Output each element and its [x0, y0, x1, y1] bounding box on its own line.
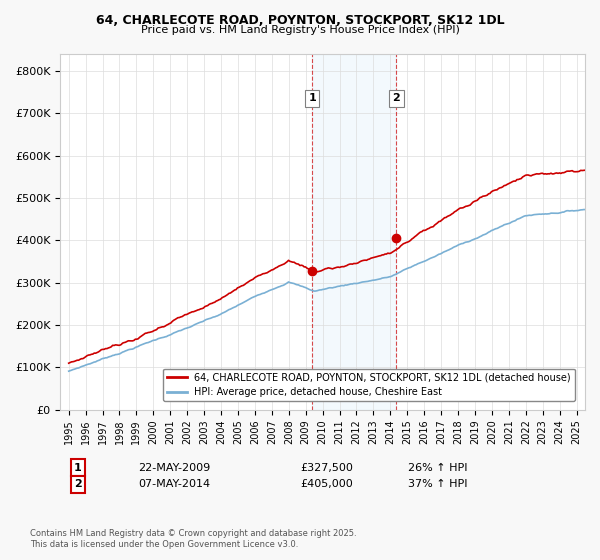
- Legend: 64, CHARLECOTE ROAD, POYNTON, STOCKPORT, SK12 1DL (detached house), HPI: Average: 64, CHARLECOTE ROAD, POYNTON, STOCKPORT,…: [163, 368, 575, 401]
- Text: £327,500: £327,500: [300, 463, 353, 473]
- Text: 22-MAY-2009: 22-MAY-2009: [138, 463, 210, 473]
- Bar: [312, 54, 397, 409]
- Text: 2: 2: [392, 93, 400, 103]
- Text: Contains HM Land Registry data © Crown copyright and database right 2025.
This d: Contains HM Land Registry data © Crown c…: [30, 529, 356, 549]
- Text: 2: 2: [74, 479, 82, 489]
- Text: £405,000: £405,000: [300, 479, 353, 489]
- Text: Price paid vs. HM Land Registry's House Price Index (HPI): Price paid vs. HM Land Registry's House …: [140, 25, 460, 35]
- Text: 1: 1: [74, 463, 82, 473]
- Text: 26% ↑ HPI: 26% ↑ HPI: [408, 463, 467, 473]
- Text: 37% ↑ HPI: 37% ↑ HPI: [408, 479, 467, 489]
- Text: 64, CHARLECOTE ROAD, POYNTON, STOCKPORT, SK12 1DL: 64, CHARLECOTE ROAD, POYNTON, STOCKPORT,…: [95, 14, 505, 27]
- Text: 07-MAY-2014: 07-MAY-2014: [138, 479, 210, 489]
- Text: 1: 1: [308, 93, 316, 103]
